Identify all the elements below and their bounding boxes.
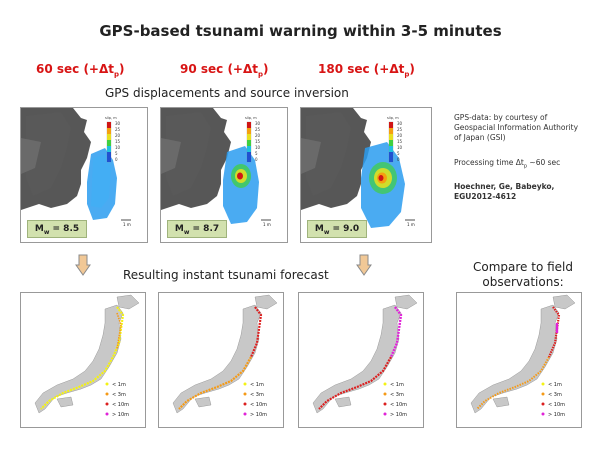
svg-text:30: 30 xyxy=(397,121,403,126)
slip-panel-90: slip, m 30 25 20 15 10 5 0 1 m Mw = 8.7 xyxy=(160,107,288,243)
section-tsunami-forecast: Resulting instant tsunami forecast xyxy=(123,268,329,282)
svg-text:slip, m: slip, m xyxy=(245,116,257,120)
svg-text:1 m: 1 m xyxy=(407,222,415,227)
svg-text:30: 30 xyxy=(255,121,261,126)
forecast-map-180: < 1m < 3m < 10m > 10m xyxy=(298,292,424,428)
svg-text:5: 5 xyxy=(255,151,258,156)
svg-text:25: 25 xyxy=(115,127,121,132)
japan-map-180: < 1m < 3m < 10m > 10m xyxy=(312,294,418,418)
processing-time-note: Processing time Δtp ~60 sec xyxy=(454,158,561,170)
svg-text:15: 15 xyxy=(397,139,403,144)
svg-text:< 3m: < 3m xyxy=(112,392,126,398)
gps-credit-note: GPS-data: by courtesy of Geospacial Info… xyxy=(454,113,579,142)
magnitude-badge-60: Mw = 8.5 xyxy=(27,220,87,238)
svg-text:25: 25 xyxy=(255,127,261,132)
time-label-60: 60 sec (+Δtp) xyxy=(36,62,125,79)
compare-label: Compare to field observations: xyxy=(472,260,573,289)
svg-text:slip, m: slip, m xyxy=(387,116,399,120)
down-arrow-icon xyxy=(356,254,372,276)
magnitude-badge-90: Mw = 8.7 xyxy=(167,220,227,238)
forecast-map-90: < 1m < 3m < 10m > 10m xyxy=(158,292,284,428)
svg-text:< 10m: < 10m xyxy=(390,402,407,408)
svg-text:20: 20 xyxy=(115,133,121,138)
svg-text:0: 0 xyxy=(255,157,258,162)
japan-map-90: < 1m < 3m < 10m > 10m xyxy=(172,294,278,418)
svg-text:5: 5 xyxy=(397,151,400,156)
down-arrow-icon xyxy=(75,254,91,276)
section-gps-displacements: GPS displacements and source inversion xyxy=(105,86,349,100)
svg-text:15: 15 xyxy=(115,139,121,144)
svg-text:15: 15 xyxy=(255,139,261,144)
reference-note: Hoechner, Ge, Babeyko, EGU2012-4612 xyxy=(454,182,555,201)
time-label-180: 180 sec (+Δtp) xyxy=(318,62,415,79)
svg-text:< 1m: < 1m xyxy=(548,382,562,388)
svg-text:> 10m: > 10m xyxy=(112,412,129,418)
svg-text:< 3m: < 3m xyxy=(548,392,562,398)
forecast-map-60: < 1m < 3m < 10m > 10m xyxy=(20,292,146,428)
svg-text:< 3m: < 3m xyxy=(250,392,264,398)
svg-text:< 10m: < 10m xyxy=(250,402,267,408)
svg-text:< 10m: < 10m xyxy=(112,402,129,408)
svg-text:20: 20 xyxy=(255,133,261,138)
svg-text:25: 25 xyxy=(397,127,403,132)
svg-text:< 10m: < 10m xyxy=(548,402,565,408)
slide-title: GPS-based tsunami warning within 3-5 min… xyxy=(99,22,502,40)
svg-text:0: 0 xyxy=(115,157,118,162)
svg-text:slip, m: slip, m xyxy=(105,116,117,120)
slip-map-60: slip, m 30 25 20 15 10 5 0 1 m xyxy=(21,108,131,227)
slip-map-180: slip, m 30 25 20 15 10 5 0 1 m xyxy=(301,108,415,228)
svg-text:< 1m: < 1m xyxy=(112,382,126,388)
slip-map-90: slip, m 30 25 20 15 10 5 0 1 m xyxy=(161,108,271,227)
slip-panel-180: slip, m 30 25 20 15 10 5 0 1 m Mw = 9.0 xyxy=(300,107,432,243)
svg-text:1 m: 1 m xyxy=(263,222,271,227)
japan-map-observed: < 1m < 3m < 10m > 10m xyxy=(470,294,576,418)
svg-text:> 10m: > 10m xyxy=(548,412,565,418)
japan-map-60: < 1m < 3m < 10m > 10m xyxy=(34,294,140,418)
svg-text:30: 30 xyxy=(115,121,121,126)
svg-text:< 3m: < 3m xyxy=(390,392,404,398)
field-observation-map: < 1m < 3m < 10m > 10m xyxy=(456,292,582,428)
svg-text:10: 10 xyxy=(255,145,261,150)
time-label-90: 90 sec (+Δtp) xyxy=(180,62,269,79)
magnitude-badge-180: Mw = 9.0 xyxy=(307,220,367,238)
svg-text:0: 0 xyxy=(397,157,400,162)
svg-text:5: 5 xyxy=(115,151,118,156)
svg-text:< 1m: < 1m xyxy=(250,382,264,388)
svg-text:20: 20 xyxy=(397,133,403,138)
svg-text:10: 10 xyxy=(115,145,121,150)
svg-text:1 m: 1 m xyxy=(123,222,131,227)
svg-text:10: 10 xyxy=(397,145,403,150)
slip-panel-60: slip, m 30 25 20 15 10 5 0 1 m Mw = 8.5 xyxy=(20,107,148,243)
svg-text:> 10m: > 10m xyxy=(390,412,407,418)
svg-text:> 10m: > 10m xyxy=(250,412,267,418)
svg-text:< 1m: < 1m xyxy=(390,382,404,388)
